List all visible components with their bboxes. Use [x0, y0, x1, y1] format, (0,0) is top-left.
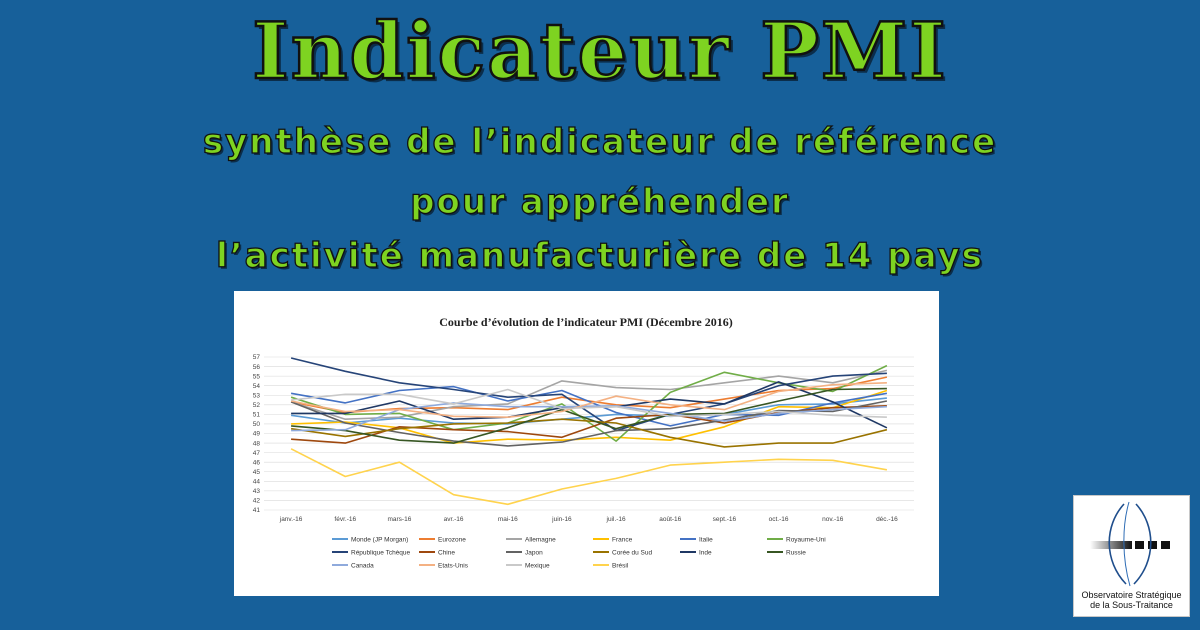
- legend-label: Royaume-Uni: [786, 536, 826, 543]
- chart-series-lines: [290, 357, 888, 506]
- series-line-3: [291, 389, 888, 444]
- y-tick-label: 57: [253, 354, 261, 361]
- series-line-9: [290, 418, 888, 448]
- legend-label: Chine: [438, 549, 455, 556]
- legend-label: Eurozone: [438, 536, 466, 543]
- subtitle-line-1: synthèse de l’indicateur de référence: [202, 121, 998, 162]
- series-line-11: [291, 387, 887, 444]
- y-tick-label: 48: [253, 440, 261, 447]
- legend-label: Canada: [351, 562, 374, 569]
- x-axis-ticks: janv.-16 févr.-16 mars-16 avr.-16 mai-16 juin…: [279, 516, 898, 523]
- legend-label: Japon: [525, 549, 543, 556]
- legend-label: Allemagne: [525, 536, 556, 543]
- x-tick-label: juin-16: [551, 516, 572, 523]
- x-tick-label: mars-16: [387, 516, 411, 523]
- logo-emblem-icon: [1090, 501, 1170, 587]
- legend-label: Corée du Sud: [612, 549, 652, 556]
- y-tick-label: 53: [253, 392, 261, 399]
- legend-label: Italie: [699, 536, 713, 543]
- subtitle-line-2: pour appréhender: [410, 181, 790, 222]
- x-tick-label: sept.-16: [713, 516, 737, 523]
- x-tick-label: nov.-16: [822, 516, 844, 523]
- x-tick-label: août-16: [659, 516, 681, 523]
- legend-label: République Tchèque: [351, 549, 411, 556]
- y-tick-label: 52: [253, 402, 261, 409]
- y-tick-label: 54: [253, 383, 261, 390]
- logo-line-2: de la Sous-Traitance: [1090, 600, 1173, 610]
- legend-label: Mexique: [525, 562, 550, 569]
- legend-label: Inde: [699, 549, 712, 556]
- series-line-0: [290, 397, 887, 425]
- x-tick-label: janv.-16: [279, 516, 303, 523]
- y-axis-ticks: 41 42 43 44 45 46 47 48 49 50 51 52 53 54 55 56 57: [253, 354, 261, 514]
- x-tick-label: oct.-16: [769, 516, 789, 523]
- series-line-6: [290, 357, 887, 432]
- x-tick-label: févr.-16: [334, 516, 356, 523]
- y-tick-label: 56: [253, 364, 261, 371]
- chart-legend: Monde (JP Morgan) Eurozone Allemagne France…: [332, 536, 826, 569]
- chart-title: Courbe d’évolution de l’indicateur PMI (…: [439, 315, 733, 329]
- series-line-13: [290, 382, 887, 418]
- y-tick-label: 45: [253, 469, 261, 476]
- y-tick-label: 43: [253, 488, 261, 495]
- y-tick-label: 47: [253, 450, 261, 457]
- y-tick-label: 42: [253, 498, 261, 505]
- subtitle-line-3: l’activité manufacturière de 14 pays: [215, 235, 984, 276]
- y-tick-label: 49: [253, 431, 261, 438]
- legend-label: Russie: [786, 549, 806, 556]
- x-tick-label: déc.-16: [876, 516, 898, 523]
- legend-label: France: [612, 536, 633, 543]
- series-line-8: [290, 400, 888, 447]
- y-tick-label: 46: [253, 459, 261, 466]
- x-tick-label: juil.-16: [606, 516, 627, 523]
- y-tick-label: 50: [253, 421, 261, 428]
- pmi-line-chart: Courbe d’évolution de l’indicateur PMI (…: [253, 315, 914, 569]
- series-line-15: [290, 448, 888, 506]
- y-tick-label: 44: [253, 479, 261, 486]
- osst-logo: Observatoire Stratégique de la Sous-Trai…: [1073, 495, 1190, 617]
- series-line-14: [291, 388, 887, 418]
- x-tick-label: mai-16: [498, 516, 518, 523]
- legend-label: Etats-Unis: [438, 562, 469, 569]
- legend-label: Monde (JP Morgan): [351, 536, 408, 543]
- pmi-chart-panel: Courbe d’évolution de l’indicateur PMI (…: [234, 291, 939, 596]
- y-tick-label: 41: [253, 507, 261, 514]
- legend-label: Brésil: [612, 562, 629, 569]
- logo-line-1: Observatoire Stratégique: [1081, 590, 1182, 600]
- page-title: Indicateur PMI: [251, 5, 948, 99]
- y-tick-label: 51: [253, 412, 261, 419]
- x-tick-label: avr.-16: [444, 516, 464, 523]
- y-tick-label: 55: [253, 373, 261, 380]
- series-line-2: [290, 369, 888, 420]
